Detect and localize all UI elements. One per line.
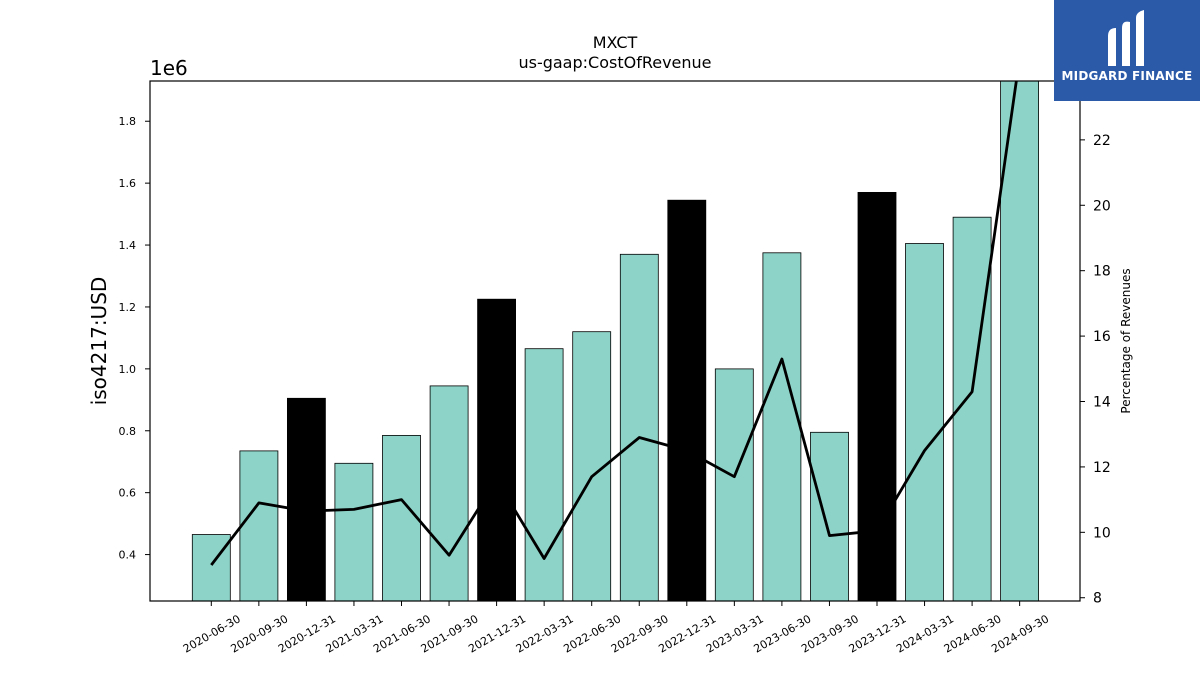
y-tick-label: 0.6 <box>119 487 137 500</box>
bar <box>239 450 279 601</box>
bar <box>286 397 326 601</box>
midgard-logo-icon <box>1108 10 1144 67</box>
bar <box>857 191 897 601</box>
bar <box>524 348 564 601</box>
y2-tick-label: 20 <box>1093 198 1111 214</box>
bar <box>334 462 374 601</box>
y-tick-label: 1.2 <box>119 301 137 314</box>
bar-group <box>191 81 1039 601</box>
bar <box>1000 81 1039 601</box>
bar <box>905 243 944 601</box>
bar <box>429 385 469 601</box>
y2-tick-label: 16 <box>1093 329 1111 345</box>
y2-tick-label: 10 <box>1093 525 1111 541</box>
y2-tick-label: 22 <box>1093 133 1111 149</box>
line-group <box>210 81 1018 566</box>
chart-subtitle: us-gaap:CostOfRevenue <box>518 53 711 72</box>
y2-tick-label: 12 <box>1093 460 1111 476</box>
y2-tick-label: 14 <box>1093 395 1111 411</box>
bar <box>191 534 231 601</box>
bar <box>382 434 421 601</box>
y-tick-label: 0.8 <box>119 425 137 438</box>
y-tick-label: 1.8 <box>119 115 137 128</box>
y-tick-label: 0.4 <box>119 549 137 562</box>
y-tick-label: 1.6 <box>119 177 137 190</box>
logo-text: MIDGARD FINANCE <box>1061 69 1193 83</box>
series-line <box>210 81 1018 566</box>
y-tick-label: 1.0 <box>119 363 137 376</box>
plot-frame <box>149 80 1081 602</box>
bar <box>810 431 849 601</box>
y-tick-label: 1.4 <box>119 239 137 252</box>
y2-tick-label: 18 <box>1093 264 1111 280</box>
bar <box>762 252 802 601</box>
bar <box>477 298 517 601</box>
y2-tick-label: 8 <box>1093 591 1102 607</box>
y-axis-label: iso4217:USD <box>87 277 111 406</box>
bar <box>619 253 659 601</box>
bar <box>667 199 707 601</box>
y-scale-label: 1e6 <box>150 56 188 80</box>
y2-axis-label: Percentage of Revenues <box>1119 268 1133 413</box>
chart-title: MXCT <box>593 33 638 52</box>
bar <box>714 368 754 601</box>
brand-logo: MIDGARD FINANCE <box>1054 0 1200 101</box>
